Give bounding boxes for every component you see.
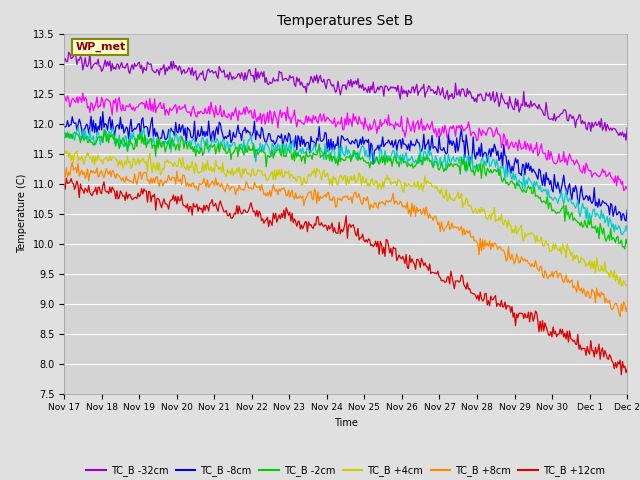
Title: Temperatures Set B: Temperatures Set B — [277, 14, 414, 28]
Y-axis label: Temperature (C): Temperature (C) — [17, 174, 27, 253]
Text: WP_met: WP_met — [76, 42, 125, 52]
Legend: TC_B -32cm, TC_B -16cm, TC_B -8cm, TC_B -4cm, TC_B -2cm, TC_B +4cm, TC_B +8cm, T: TC_B -32cm, TC_B -16cm, TC_B -8cm, TC_B … — [83, 461, 609, 480]
X-axis label: Time: Time — [333, 418, 358, 428]
